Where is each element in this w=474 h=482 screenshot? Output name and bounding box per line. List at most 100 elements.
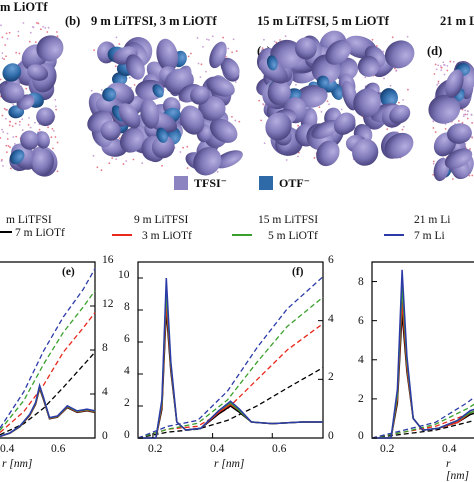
solvent-dot <box>234 119 237 122</box>
solvent-dot <box>227 47 230 50</box>
solvent-dot <box>222 36 225 39</box>
solvent-dot <box>21 118 24 121</box>
tfsi-anion-blob <box>179 105 205 135</box>
solvent-dot <box>443 64 446 66</box>
solvent-dot <box>439 65 442 67</box>
tfsi-anion-blob <box>270 39 303 69</box>
solvent-dot <box>434 63 437 66</box>
solvent-dot <box>462 115 465 118</box>
solvent-dot <box>461 108 464 111</box>
panel-g-left-tick-6: 6 <box>358 315 364 327</box>
solvent-dot <box>258 99 260 102</box>
legend-blue-swatch <box>384 234 404 236</box>
solvent-dot <box>17 30 20 33</box>
solvent-dot <box>326 100 329 103</box>
panel-a-title: m LiOTf <box>0 0 48 14</box>
panel-e-right-tick-8: 8 <box>102 342 108 354</box>
solvent-dot <box>8 31 11 34</box>
solvent-dot <box>118 43 121 45</box>
solvent-dot <box>206 38 208 41</box>
tfsi-swatch <box>174 176 188 190</box>
tfsi-anion-blob <box>20 130 40 150</box>
otf-anion-blob <box>380 88 398 108</box>
panel-e-right-tick-4: 4 <box>102 386 108 398</box>
solvent-dot <box>52 147 54 150</box>
tfsi-anion-blob <box>151 135 175 159</box>
solvent-dot <box>382 50 385 53</box>
solvent-dot <box>466 117 469 120</box>
panel-g-cumulative-1 <box>371 410 474 439</box>
legend-green-line2: 5 m LiOTf <box>268 230 318 242</box>
solvent-dot <box>383 77 385 80</box>
panel-f-x-tick-0.4: 0.4 <box>210 443 225 455</box>
solvent-dot <box>29 31 32 34</box>
panel-e-cumulative-2 <box>0 290 96 431</box>
tfsi-anion-blob <box>352 138 379 166</box>
panel-g-rdf-2 <box>372 285 474 439</box>
otf-anion-blob <box>152 84 164 98</box>
panel-e-cumulative-0 <box>0 351 96 436</box>
solvent-dot <box>141 162 144 165</box>
solvent-dot <box>471 122 474 124</box>
solvent-dot <box>29 126 32 129</box>
solvent-dot <box>18 123 21 126</box>
tfsi-anion-blob <box>446 123 472 144</box>
plots <box>0 261 474 439</box>
solvent-dot <box>318 106 321 109</box>
panel-g-rdf-3 <box>372 269 474 439</box>
solvent-dot <box>1 114 4 117</box>
solvent-dot <box>1 52 4 55</box>
solvent-dot <box>55 31 58 33</box>
solvent-dot <box>464 109 466 112</box>
solvent-dot <box>432 160 435 163</box>
tfsi-anion-blob <box>140 98 160 129</box>
solvent-dot <box>55 108 58 111</box>
tfsi-anion-blob <box>357 55 380 77</box>
solvent-dot <box>190 52 192 55</box>
solvent-dot <box>260 119 263 122</box>
solvent-dot <box>279 39 281 41</box>
panel-g <box>371 261 474 439</box>
solvent-dot <box>406 35 409 38</box>
solvent-dot <box>118 137 121 140</box>
solvent-dot <box>216 170 219 173</box>
solvent-dot <box>451 178 454 180</box>
solvent-dot <box>54 136 57 138</box>
solvent-dot <box>432 173 435 176</box>
solvent-dot <box>375 45 378 47</box>
solvent-dot <box>122 163 125 165</box>
tfsi-anion-blob <box>209 118 238 143</box>
solvent-dot <box>211 35 214 38</box>
solvent-dot <box>7 145 10 147</box>
panel-e-cumulative-1 <box>0 312 96 433</box>
panel-f-right-tick-4: 4 <box>328 313 334 325</box>
solvent-dot <box>128 76 131 79</box>
solvent-dot <box>386 128 389 131</box>
solvent-dot <box>261 47 264 50</box>
tfsi-anion-blob <box>190 85 210 105</box>
solvent-dot <box>3 58 5 61</box>
tfsi-label: TFSI⁻ <box>194 176 228 190</box>
panel-f-left-tick-10: 10 <box>118 269 130 281</box>
panel-f-right-tick-2: 2 <box>328 371 334 383</box>
tfsi-anion-blob <box>35 131 50 149</box>
solvent-dot <box>96 166 99 169</box>
solvent-dot <box>9 146 11 149</box>
solvent-dot <box>202 45 204 48</box>
solvent-dot <box>11 125 14 128</box>
panel-g-frame <box>371 261 474 439</box>
tfsi-anion-blob <box>156 38 179 72</box>
solvent-dot <box>14 122 17 125</box>
solvent-dot <box>27 123 30 126</box>
solvent-dot <box>114 65 117 68</box>
solvent-dot <box>469 148 471 150</box>
solvent-dot <box>182 146 185 149</box>
solvent-dot <box>371 38 374 41</box>
panel-f-right-tick-6: 6 <box>328 254 334 266</box>
panel-e-tag: (e) <box>62 266 75 278</box>
solvent-dot <box>389 84 392 87</box>
solvent-dot <box>34 121 36 124</box>
solvent-dot <box>132 158 135 161</box>
solvent-dot <box>471 174 474 177</box>
tfsi-anion-blob <box>267 80 291 106</box>
